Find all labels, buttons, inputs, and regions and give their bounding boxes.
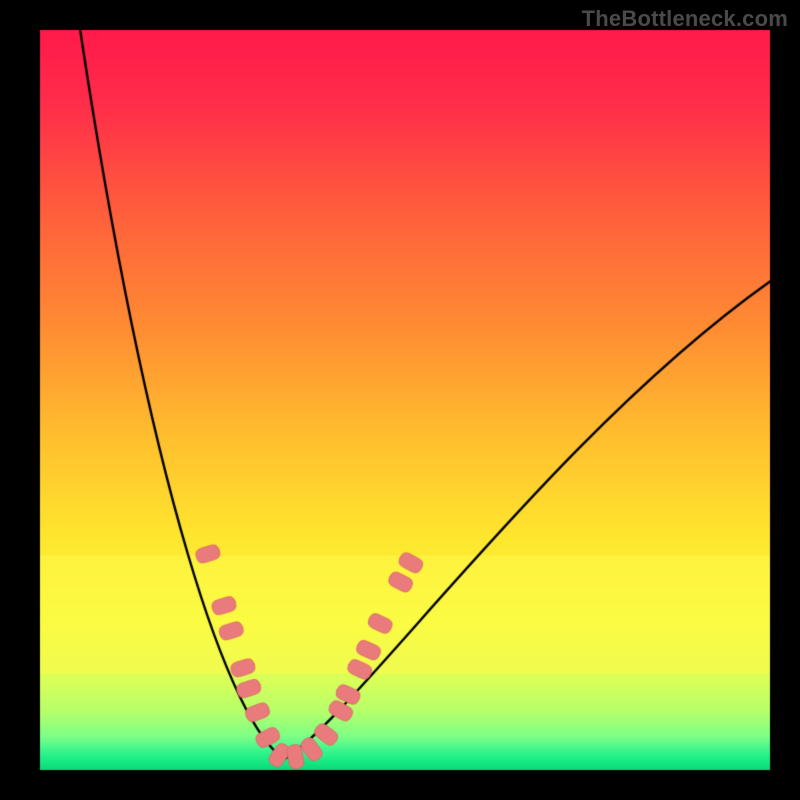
chart-stage: TheBottleneck.com bbox=[0, 0, 800, 800]
watermark-text: TheBottleneck.com bbox=[582, 6, 788, 32]
bottleneck-chart bbox=[0, 0, 800, 800]
